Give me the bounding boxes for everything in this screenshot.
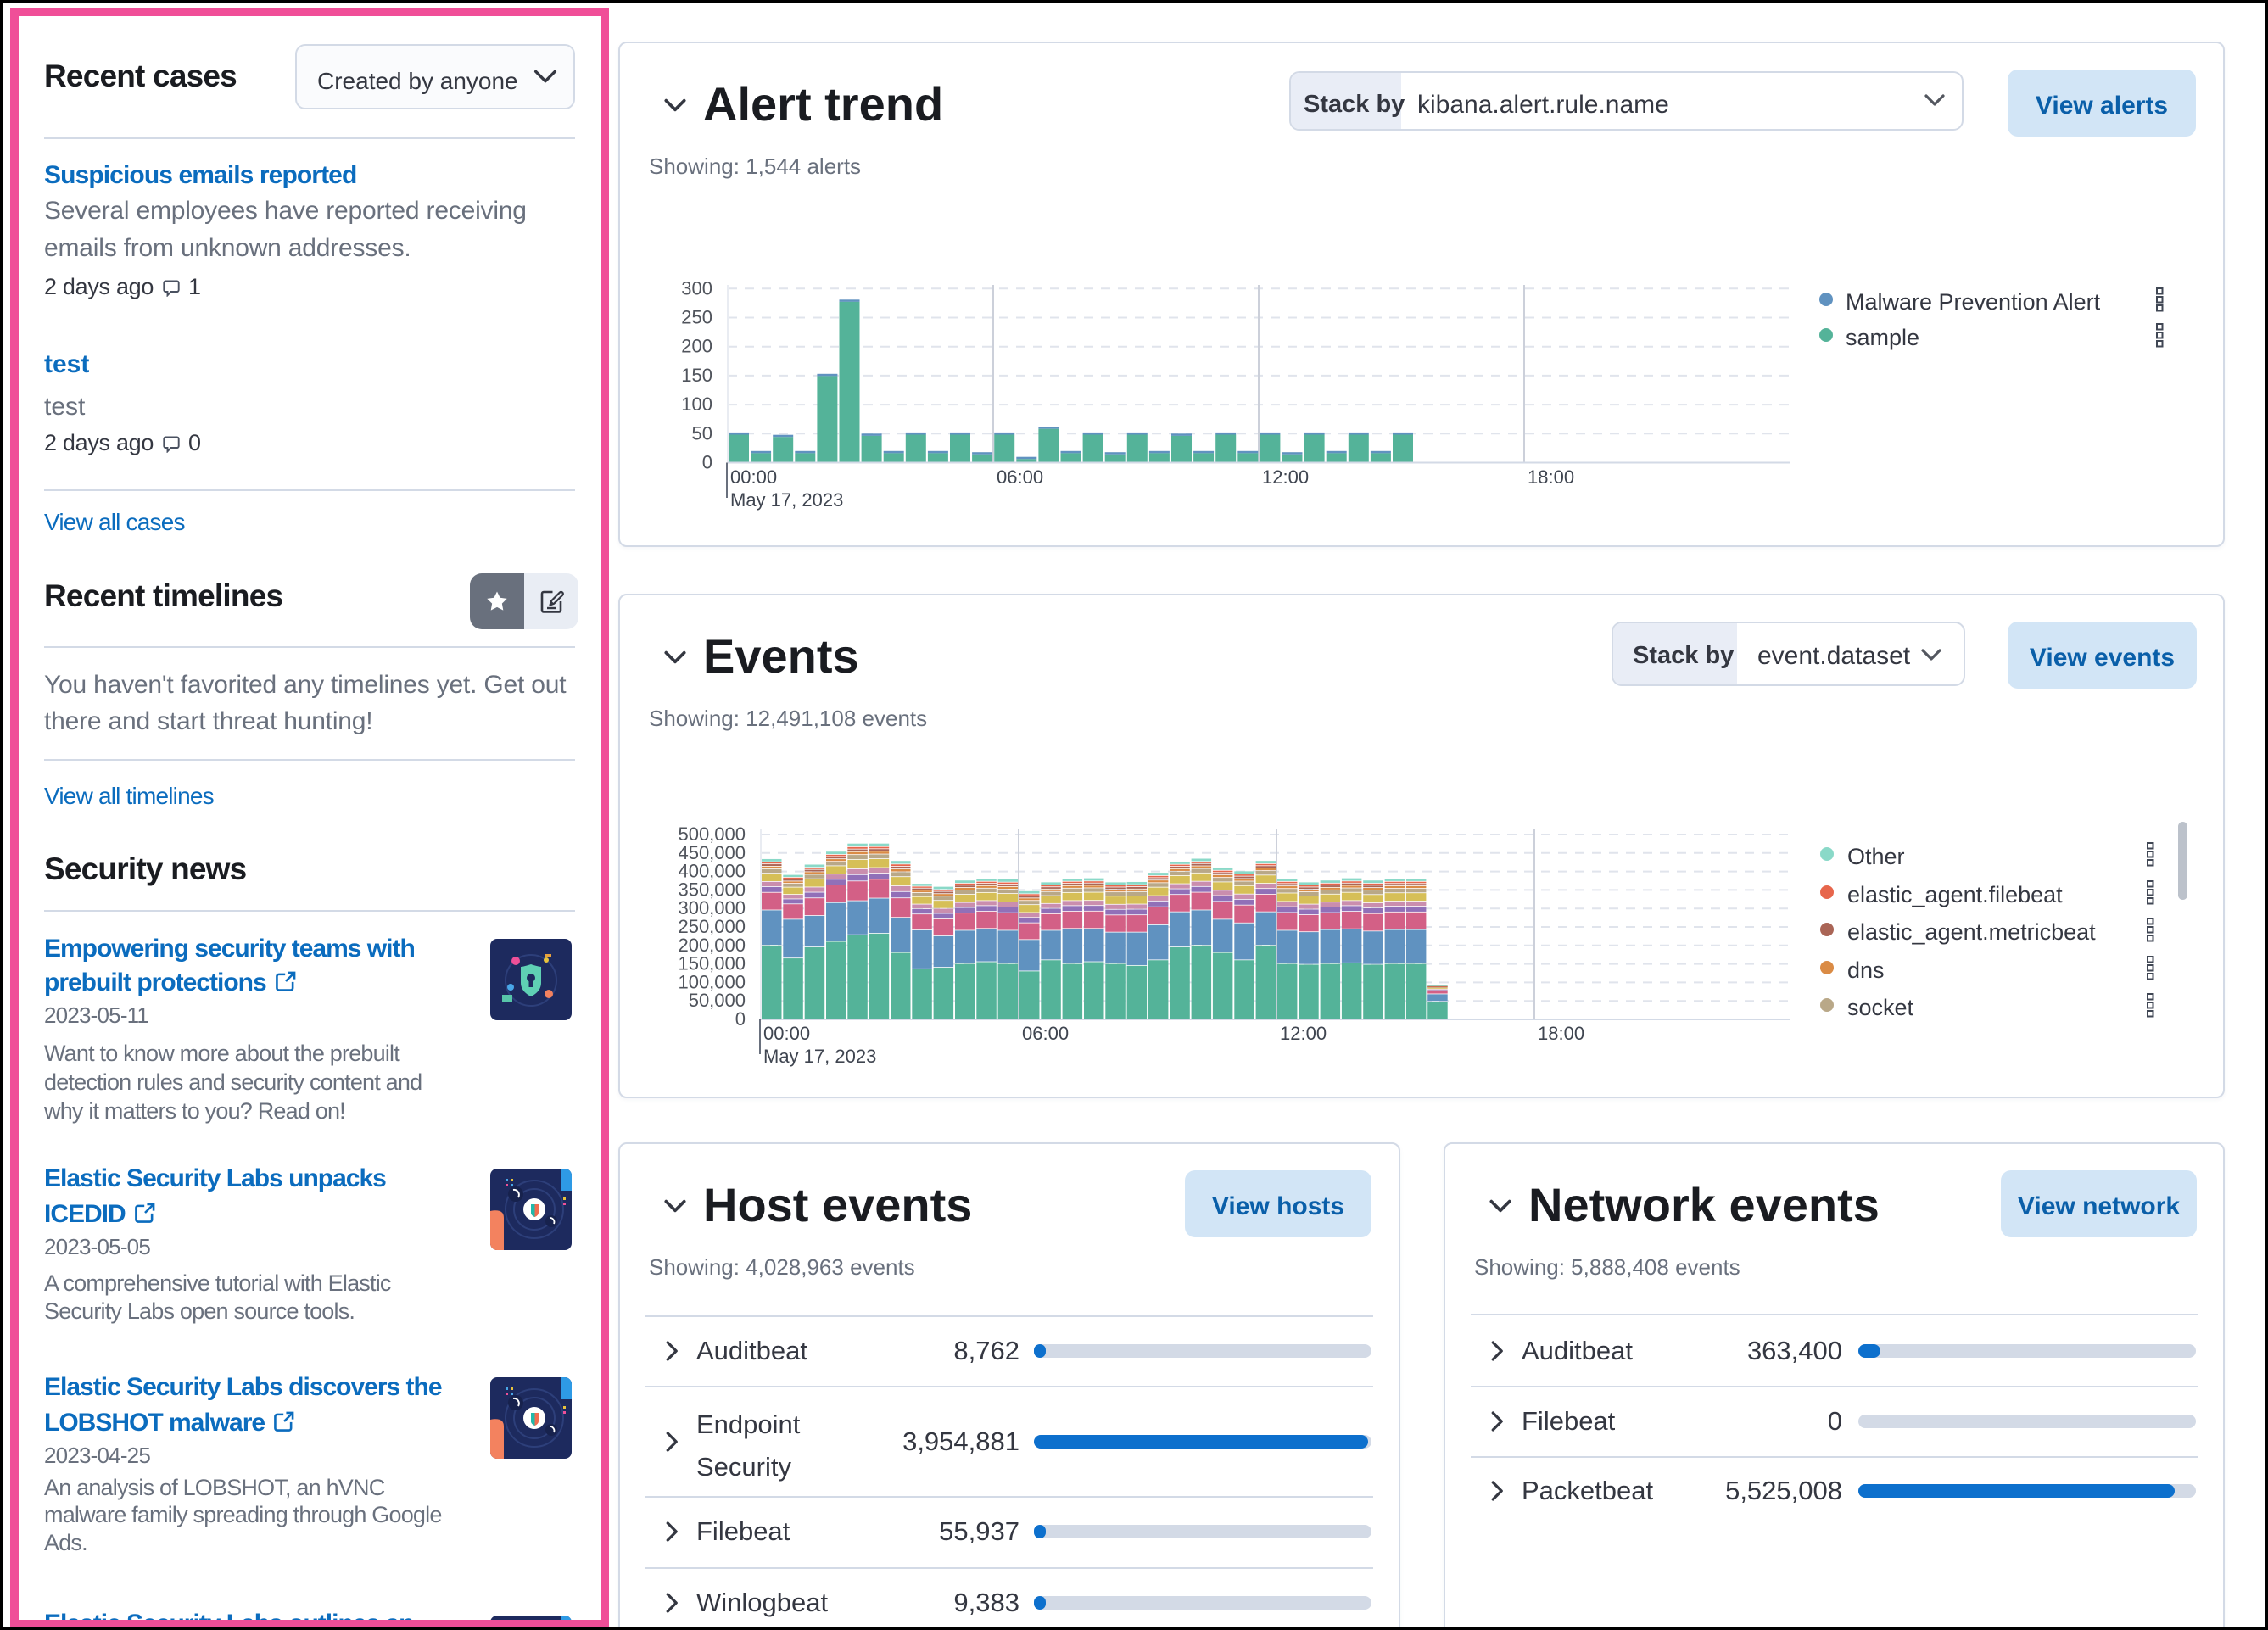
- svg-text:18:00: 18:00: [1528, 466, 1574, 488]
- svg-text:200,000: 200,000: [678, 935, 746, 956]
- svg-text:250,000: 250,000: [678, 916, 746, 937]
- svg-text:500,000: 500,000: [678, 823, 746, 845]
- svg-text:06:00: 06:00: [997, 466, 1043, 488]
- svg-text:00:00: 00:00: [730, 466, 777, 488]
- svg-text:350,000: 350,000: [678, 879, 746, 900]
- svg-text:May 17, 2023: May 17, 2023: [763, 1046, 876, 1067]
- svg-text:12:00: 12:00: [1262, 466, 1309, 488]
- svg-text:200: 200: [681, 336, 712, 357]
- svg-text:150: 150: [681, 365, 712, 386]
- svg-text:06:00: 06:00: [1022, 1023, 1069, 1044]
- svg-text:450,000: 450,000: [678, 842, 746, 863]
- svg-text:400,000: 400,000: [678, 861, 746, 882]
- svg-text:100,000: 100,000: [678, 971, 746, 992]
- svg-text:50: 50: [692, 422, 712, 444]
- svg-text:0: 0: [702, 452, 712, 473]
- svg-text:0: 0: [735, 1008, 746, 1030]
- svg-text:May 17, 2023: May 17, 2023: [730, 489, 843, 511]
- svg-text:300: 300: [681, 277, 712, 299]
- svg-text:250: 250: [681, 307, 712, 328]
- svg-text:150,000: 150,000: [678, 953, 746, 974]
- svg-text:100: 100: [681, 394, 712, 415]
- svg-text:18:00: 18:00: [1538, 1023, 1584, 1044]
- svg-text:00:00: 00:00: [763, 1023, 810, 1044]
- svg-text:12:00: 12:00: [1280, 1023, 1327, 1044]
- svg-text:50,000: 50,000: [689, 990, 746, 1011]
- svg-text:300,000: 300,000: [678, 897, 746, 918]
